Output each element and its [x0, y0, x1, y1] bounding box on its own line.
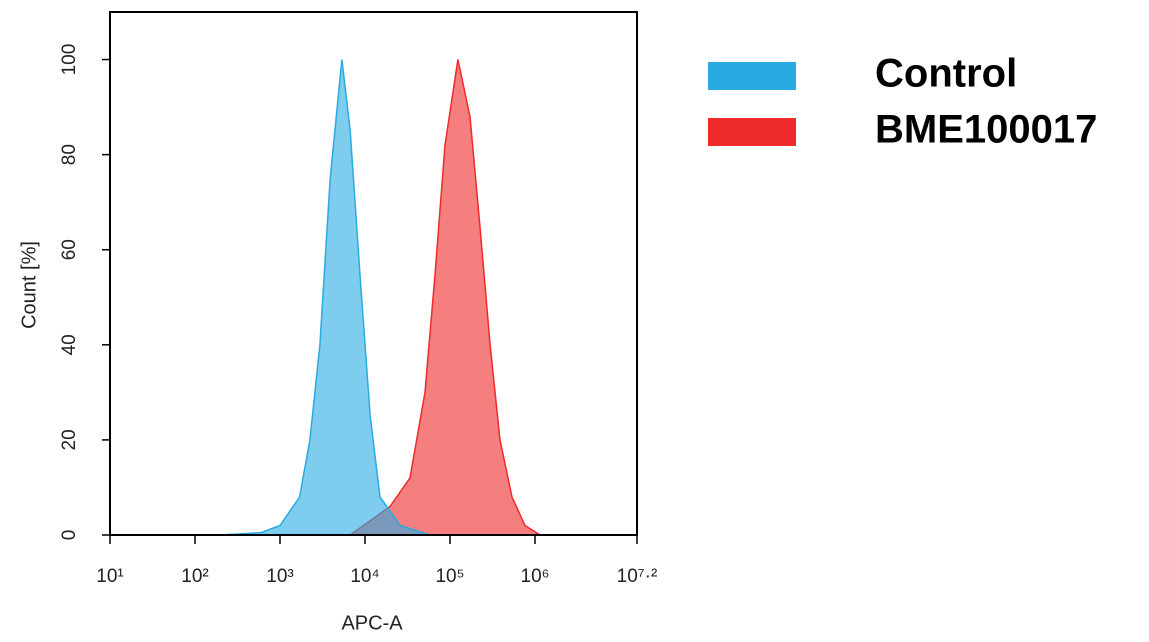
- histogram-area: [347, 59, 543, 536]
- y-tick-label: 40: [59, 334, 80, 355]
- plot-frame: [109, 11, 638, 536]
- x-tick-label: 10²: [181, 566, 208, 587]
- y-tick-label: 100: [59, 44, 80, 76]
- legend-swatch: [708, 62, 796, 90]
- y-tick-label: 60: [59, 239, 80, 260]
- x-tick-label: 10³: [266, 566, 293, 587]
- legend-swatch: [708, 118, 796, 146]
- y-tick-label: 0: [59, 530, 80, 541]
- y-tick-label: 80: [59, 144, 80, 165]
- legend-label: Control: [875, 52, 1017, 96]
- y-tick-label: 20: [59, 429, 80, 450]
- y-axis-title: Count [%]: [18, 241, 40, 329]
- x-axis-title: APC-A: [341, 612, 403, 634]
- x-tick-label: 10¹: [96, 566, 123, 587]
- x-tick-label: 10⁵: [435, 566, 464, 587]
- histogram-area: [220, 59, 431, 536]
- x-tick-label: 10⁶: [521, 566, 550, 587]
- legend-label: BME100017: [875, 108, 1097, 152]
- x-tick-label: 10⁷·²: [617, 566, 658, 587]
- x-tick-label: 10⁴: [350, 566, 379, 587]
